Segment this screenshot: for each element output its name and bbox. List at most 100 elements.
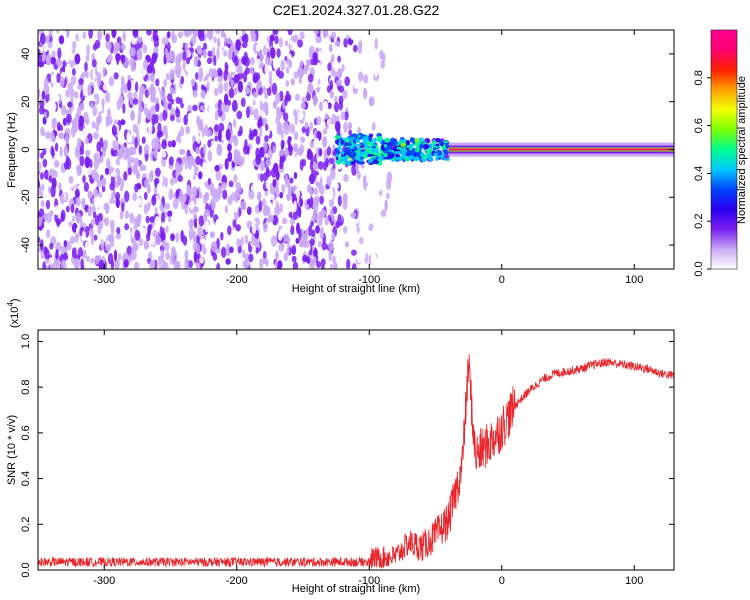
spectrogram-cell <box>120 54 124 61</box>
spectrogram-cell <box>112 139 117 151</box>
spectrogram-cell <box>353 76 359 89</box>
spectrogram-cell <box>133 261 140 269</box>
spectrogram-cell <box>57 47 62 59</box>
spectrogram-cell <box>236 237 241 247</box>
spectrogram-cell <box>101 116 107 128</box>
spectrogram-cell <box>50 57 57 65</box>
spectrogram-cell <box>115 233 122 240</box>
spectrogram-cell <box>217 185 223 195</box>
spectrogram-cell <box>358 236 364 245</box>
spectrogram-cell <box>343 173 349 183</box>
spectrogram-cell <box>317 240 323 248</box>
spectrogram-cell <box>217 76 223 83</box>
spectrogram-cell <box>268 193 275 201</box>
spectrogram-cell <box>230 40 234 52</box>
spectrogram-cell <box>209 231 215 239</box>
spectrogram-cell <box>187 260 193 269</box>
spectrogram-cell <box>43 42 49 53</box>
spectrogram-cell <box>260 173 264 183</box>
snr-y-label: SNR (10 * v/v) <box>6 415 18 485</box>
spectrogram-cell <box>59 76 65 88</box>
spectrogram-cell <box>357 71 364 82</box>
spectrogram-cell <box>177 31 184 39</box>
spectrogram-cell <box>289 123 296 135</box>
spectrogram-cell <box>368 223 374 232</box>
spectrogram-cell <box>167 216 172 223</box>
spectrogram-cell <box>163 79 168 88</box>
spectrogram-cell <box>62 117 67 126</box>
colorbar-tick-label: 0.6 <box>693 118 705 133</box>
spectrogram-cell <box>266 86 272 97</box>
spectrogram-cell <box>176 141 180 152</box>
snr-multiplier-exponent: 4 <box>6 302 15 307</box>
spectrogram-cell <box>298 76 303 84</box>
spectrogram-cell <box>175 117 182 124</box>
spectrogram-cell <box>233 87 238 95</box>
spectrogram-cell <box>167 140 173 148</box>
spectrogram-cell <box>322 136 328 148</box>
spectrogram-cell <box>42 261 46 269</box>
spectrogram-cell <box>334 120 341 132</box>
spectrogram-cell <box>371 253 377 266</box>
spectrogram-cell <box>84 226 90 238</box>
spectrogram-cell <box>110 259 115 269</box>
snr-x-tick-label: -300 <box>93 575 115 587</box>
spectrogram-cell <box>177 174 183 183</box>
spectrogram-cell <box>328 157 335 165</box>
spectrogram-cell <box>283 123 290 136</box>
spectrogram-cell <box>241 56 247 65</box>
spectrogram-cell <box>43 213 48 221</box>
spectrogram-cell <box>121 201 125 213</box>
spectrogram-cell <box>328 240 334 252</box>
spectrogram-cell <box>224 158 229 170</box>
spectrogram-cell <box>331 232 336 241</box>
spectrogram-cell <box>362 87 368 100</box>
spectrogram-cell <box>130 110 135 121</box>
spectrogram-cell <box>231 161 235 168</box>
spectrogram-cell <box>284 40 289 47</box>
spectrogram-cell <box>154 167 161 178</box>
spectrogram-cell <box>38 148 41 160</box>
spectrogram-cell <box>293 143 298 153</box>
spectrogram-cell <box>108 76 115 87</box>
spectrogram-cell <box>216 47 220 60</box>
spectrogram-cell <box>116 36 122 44</box>
spectrogram-cell <box>192 90 198 98</box>
spectrogram-cell <box>308 225 313 237</box>
spectrogram-cell <box>149 216 156 223</box>
spectrogram-cell <box>136 197 142 206</box>
spectrogram-cell <box>390 69 396 80</box>
spectrogram-cell <box>40 251 45 260</box>
spectrogram-cell <box>101 44 106 53</box>
spectrogram-cell <box>342 156 349 163</box>
spectrogram-cell <box>342 47 348 55</box>
spectrogram-cell <box>310 220 314 227</box>
spectrogram-cell <box>264 134 269 143</box>
spectrogram-cell <box>265 179 270 190</box>
spectrogram-cell <box>428 143 434 148</box>
spectrogram-cell <box>376 183 383 192</box>
spectrogram-cell <box>67 101 73 108</box>
spectrogram-cell <box>68 176 74 184</box>
spectrogram-cell <box>234 193 239 204</box>
spectrogram-cell <box>193 251 198 263</box>
spectrogram-cell <box>182 61 186 71</box>
spectrogram-cell <box>97 30 102 42</box>
spectrogram-cell <box>82 249 87 259</box>
spectrogram-cell <box>232 99 238 112</box>
spectrogram-cell <box>336 79 343 87</box>
spectrogram-cell <box>200 84 205 91</box>
spectrogram-cell <box>262 117 268 126</box>
spectrogram-cell <box>38 236 41 244</box>
spectrogram-cell <box>193 212 197 220</box>
spectrogram-cell <box>75 227 80 234</box>
spectrogram-cell <box>341 263 347 269</box>
spectrogram-cell <box>114 259 120 269</box>
spectrogram-cell <box>94 254 99 265</box>
spectrogram-cell <box>80 258 84 268</box>
spectrogram-cell <box>63 30 67 38</box>
spectrogram-cell <box>109 198 115 205</box>
spectrogram-cell <box>88 30 93 39</box>
spectrogram-cell <box>51 135 56 143</box>
spectrogram-cell <box>123 259 129 268</box>
